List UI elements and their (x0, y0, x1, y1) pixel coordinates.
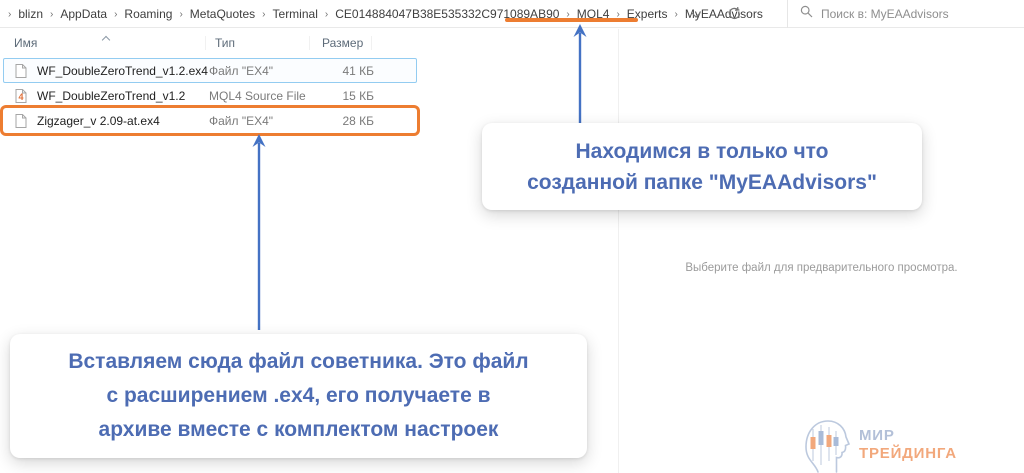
chevron-right-icon: › (50, 8, 54, 20)
annotation-arrow-to-breadcrumb (573, 24, 587, 125)
breadcrumb-item-myeaadvisors[interactable]: MyEAAdvisors (684, 7, 763, 21)
file-list: WF_DoubleZeroTrend_v1.2.ex4 Файл "EX4" 4… (3, 58, 417, 133)
breadcrumb-item-experts[interactable]: Experts (626, 7, 668, 21)
file-size: 15 КБ (342, 88, 374, 103)
search-input[interactable] (821, 7, 1011, 21)
mql4-source-icon: 4 (15, 88, 27, 103)
breadcrumb: › blizn › AppData › Roaming › MetaQuotes… (2, 0, 764, 28)
chevron-right-icon: › (616, 8, 620, 20)
head-candlestick-icon (805, 420, 851, 473)
file-name: Zigzager_v 2.09-at.ex4 (37, 113, 160, 128)
file-type: MQL4 Source File (209, 88, 306, 103)
chevron-right-icon: › (179, 8, 183, 20)
callout-line: Вставляем сюда файл советника. Это файл (68, 350, 529, 373)
table-row[interactable]: 4 WF_DoubleZeroTrend_v1.2 MQL4 Source Fi… (3, 83, 417, 108)
ex4-file-icon (15, 113, 27, 128)
callout-line: Находимся в только что (575, 139, 829, 163)
logo-text-line2: ТРЕЙДИНГА (859, 445, 957, 462)
file-type: Файл "EX4" (209, 113, 274, 128)
breadcrumb-item-roaming[interactable]: Roaming (124, 7, 173, 21)
column-header-type[interactable]: Тип (206, 36, 310, 50)
annotation-arrow-to-file-row (252, 134, 266, 330)
table-row[interactable]: Zigzager_v 2.09-at.ex4 Файл "EX4" 28 КБ (3, 108, 417, 133)
breadcrumb-item-terminal-id[interactable]: CE014884047B38E535332C971089AB90 (335, 7, 560, 21)
breadcrumb-item-metaquotes[interactable]: MetaQuotes (189, 7, 256, 21)
breadcrumb-item-mql4[interactable]: MQL4 (576, 7, 610, 21)
preview-pane-divider (618, 29, 619, 473)
search-box (787, 0, 1024, 28)
callout-line: созданной папке "MyEAAdvisors" (527, 170, 877, 194)
breadcrumb-item-appdata[interactable]: AppData (60, 7, 108, 21)
file-name: WF_DoubleZeroTrend_v1.2 (37, 88, 186, 103)
search-icon (800, 5, 813, 23)
address-bar: › blizn › AppData › Roaming › MetaQuotes… (0, 0, 1024, 28)
column-header-size[interactable]: Размер (310, 36, 372, 50)
logo-text-line1: МИР (859, 427, 895, 444)
file-size: 41 КБ (342, 63, 374, 78)
callout-line: архиве вместе с комплектом настроек (98, 418, 499, 441)
breadcrumb-item-blizn[interactable]: blizn (18, 7, 44, 21)
chevron-right-icon: › (8, 8, 12, 20)
table-row[interactable]: WF_DoubleZeroTrend_v1.2.ex4 Файл "EX4" 4… (3, 58, 417, 83)
ex4-file-icon (15, 63, 27, 78)
refresh-icon[interactable] (727, 6, 742, 26)
mir-trading-logo: МИР ТРЕЙДИНГА (798, 417, 957, 473)
svg-text:4: 4 (18, 92, 23, 102)
chevron-right-icon: › (566, 8, 570, 20)
callout-current-folder: Находимся в только что созданной папке "… (482, 123, 922, 210)
callout-paste-file: Вставляем сюда файл советника. Это файл … (10, 334, 587, 458)
file-name: WF_DoubleZeroTrend_v1.2.ex4 (37, 63, 208, 78)
preview-hint-text: Выберите файл для предварительного просм… (685, 262, 958, 274)
chevron-right-icon: › (262, 8, 266, 20)
breadcrumb-highlight-underline (505, 18, 638, 22)
callout-line: с расширением .ex4, его получаете в (106, 384, 491, 407)
file-size: 28 КБ (342, 113, 374, 128)
breadcrumb-item-terminal[interactable]: Terminal (272, 7, 318, 21)
chevron-right-icon: › (674, 8, 678, 20)
chevron-right-icon: › (324, 8, 329, 20)
file-type: Файл "EX4" (209, 63, 274, 78)
column-headers: Имя Тип Размер (8, 33, 372, 53)
chevron-right-icon: › (114, 8, 118, 20)
address-dropdown-icon[interactable] (690, 8, 702, 26)
column-header-name[interactable]: Имя (8, 36, 206, 50)
